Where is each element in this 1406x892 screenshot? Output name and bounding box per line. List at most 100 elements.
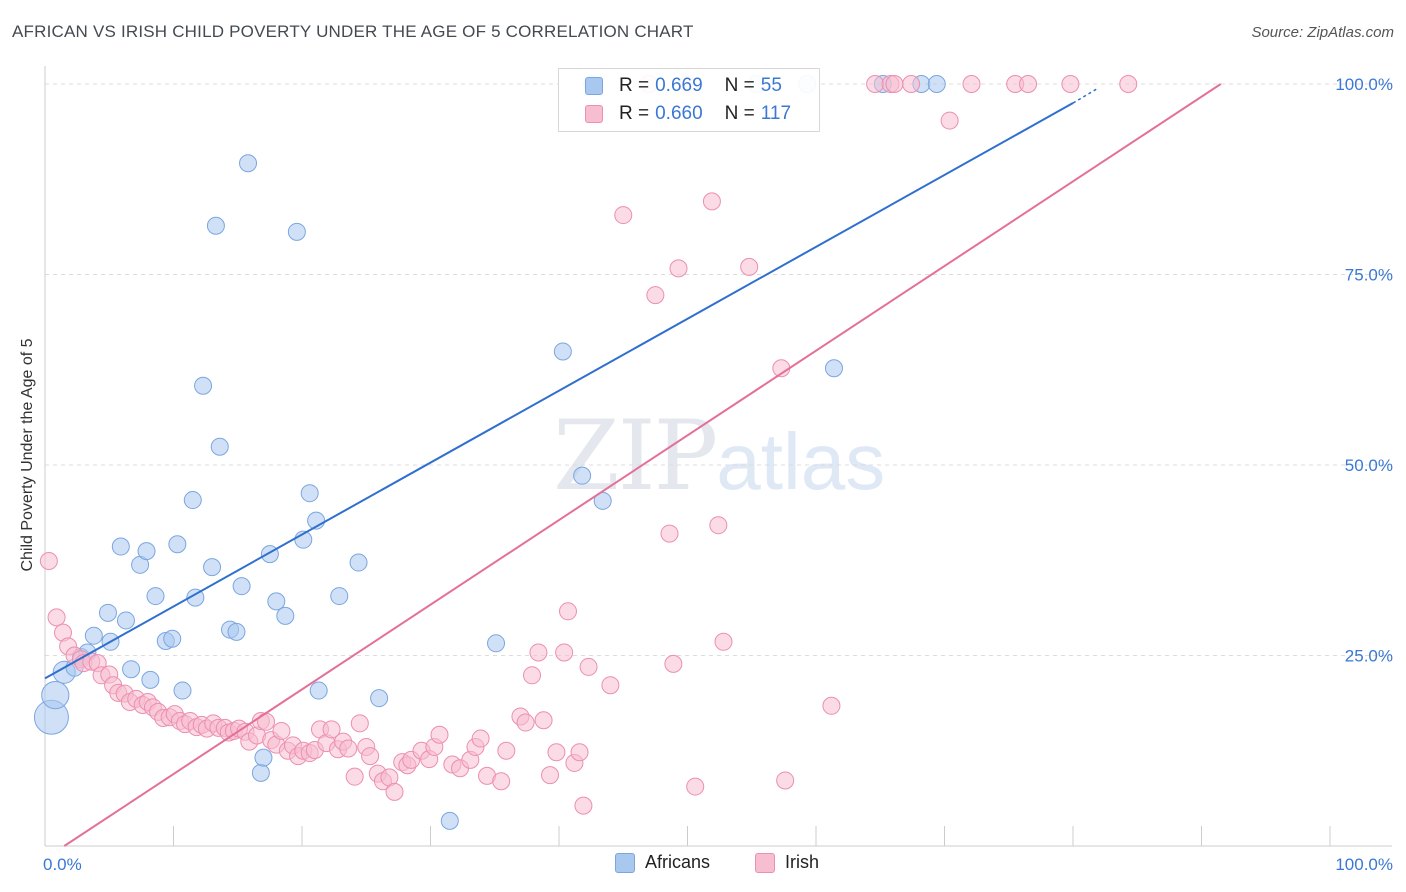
x-tick-label: 0.0% [43,855,82,874]
data-point-africans [206,216,225,235]
x-tick-label: 100.0% [1335,855,1393,874]
data-point-irish [664,654,683,673]
legend-r-label: R = [619,75,650,96]
data-point-africans [210,437,229,456]
watermark-atlas: atlas [716,417,886,506]
legend-n-label: N = [724,103,755,124]
data-point-irish [570,743,589,762]
y-tick-label: 75.0% [1345,266,1393,285]
data-point-irish [646,286,665,305]
data-point-africans [168,535,187,554]
data-point-africans [487,634,506,653]
trend-line-extension-africans [1072,87,1100,104]
data-point-africans [203,558,222,577]
data-point-africans [122,660,141,679]
legend-swatch-africans [615,852,635,873]
legend-r-value: 0.669 [655,75,703,96]
legend-swatch-irish [755,852,775,873]
legend-row-irish: R = 0.660 N = 117 [585,100,791,128]
data-point-irish [866,75,885,93]
data-point-africans [116,611,135,630]
data-point-irish [660,524,679,543]
data-point-irish [385,782,404,801]
watermark-zip: ZIP [553,400,718,512]
data-point-africans [553,342,572,361]
data-point-irish [1119,75,1138,93]
data-point-irish [902,75,921,93]
legend-r-label: R = [619,103,650,124]
legend-n-label: N = [724,75,755,96]
data-point-africans [239,154,258,173]
legend-n-value: 117 [760,103,792,124]
legend-row-africans: R = 0.669 N = 55 [585,72,782,100]
legend-swatch-irish [585,105,603,123]
legend-item-africans[interactable]: Africans [615,852,710,873]
y-tick-label: 25.0% [1345,647,1393,666]
data-point-africans [440,811,459,830]
data-point-irish [272,721,291,740]
data-point-africans [163,629,182,648]
data-point-africans [276,606,295,625]
watermark: ZIPatlas [553,400,885,512]
data-point-irish [709,516,728,535]
data-point-irish [1019,75,1038,93]
data-point-irish [614,206,633,225]
data-point-africans [183,491,202,510]
data-point-africans [194,376,213,395]
data-point-africans [251,763,270,782]
legend-n-value: 55 [760,75,782,96]
data-point-irish [497,741,516,760]
y-axis-label: Child Poverty Under the Age of 5 [19,338,36,572]
y-tick-label: 50.0% [1345,456,1393,475]
data-point-irish [547,743,566,762]
data-point-irish [822,696,841,715]
chart-source: Source: ZipAtlas.com [1251,24,1394,41]
data-point-irish [669,259,688,278]
data-point-africans [41,681,70,710]
data-point-irish [1061,75,1080,93]
data-point-irish [39,552,58,571]
data-point-irish [361,747,380,766]
data-point-irish [962,75,981,93]
data-point-irish [322,720,341,739]
data-point-irish [601,676,620,695]
data-point-africans [927,75,946,93]
data-point-africans [330,587,349,606]
chart-title: AFRICAN VS IRISH CHILD POVERTY UNDER THE… [12,22,694,41]
trend-line-africans [44,102,1074,680]
data-point-irish [471,729,490,748]
data-point-irish [47,608,66,627]
series-legend: Africans Irish [0,852,1406,876]
data-point-africans [232,577,251,596]
data-point-irish [523,666,542,685]
data-point-africans [146,587,165,606]
data-point-africans [141,670,160,689]
data-point-africans [370,689,389,708]
data-point-irish [776,771,795,790]
data-point-irish [686,777,705,796]
data-point-irish [430,725,449,744]
legend-item-irish[interactable]: Irish [755,852,819,873]
data-point-africans [267,592,286,611]
legend-label-africans: Africans [645,852,711,872]
legend-swatch-africans [585,77,603,95]
data-point-africans [98,603,117,622]
data-point-irish [940,111,959,130]
data-point-africans [137,542,156,561]
data-point-africans [824,359,843,378]
data-point-africans [227,622,246,641]
legend-label-irish: Irish [785,852,820,872]
data-point-irish [541,766,560,785]
data-point-africans [173,681,192,700]
data-point-irish [516,713,535,732]
data-point-irish [702,192,721,211]
data-point-irish [740,257,759,276]
data-point-africans [573,466,592,485]
data-point-africans [84,626,103,645]
data-point-irish [714,632,733,651]
data-point-irish [339,739,358,758]
data-point-irish [492,772,511,791]
data-point-africans [309,681,328,700]
data-point-irish [555,643,574,662]
